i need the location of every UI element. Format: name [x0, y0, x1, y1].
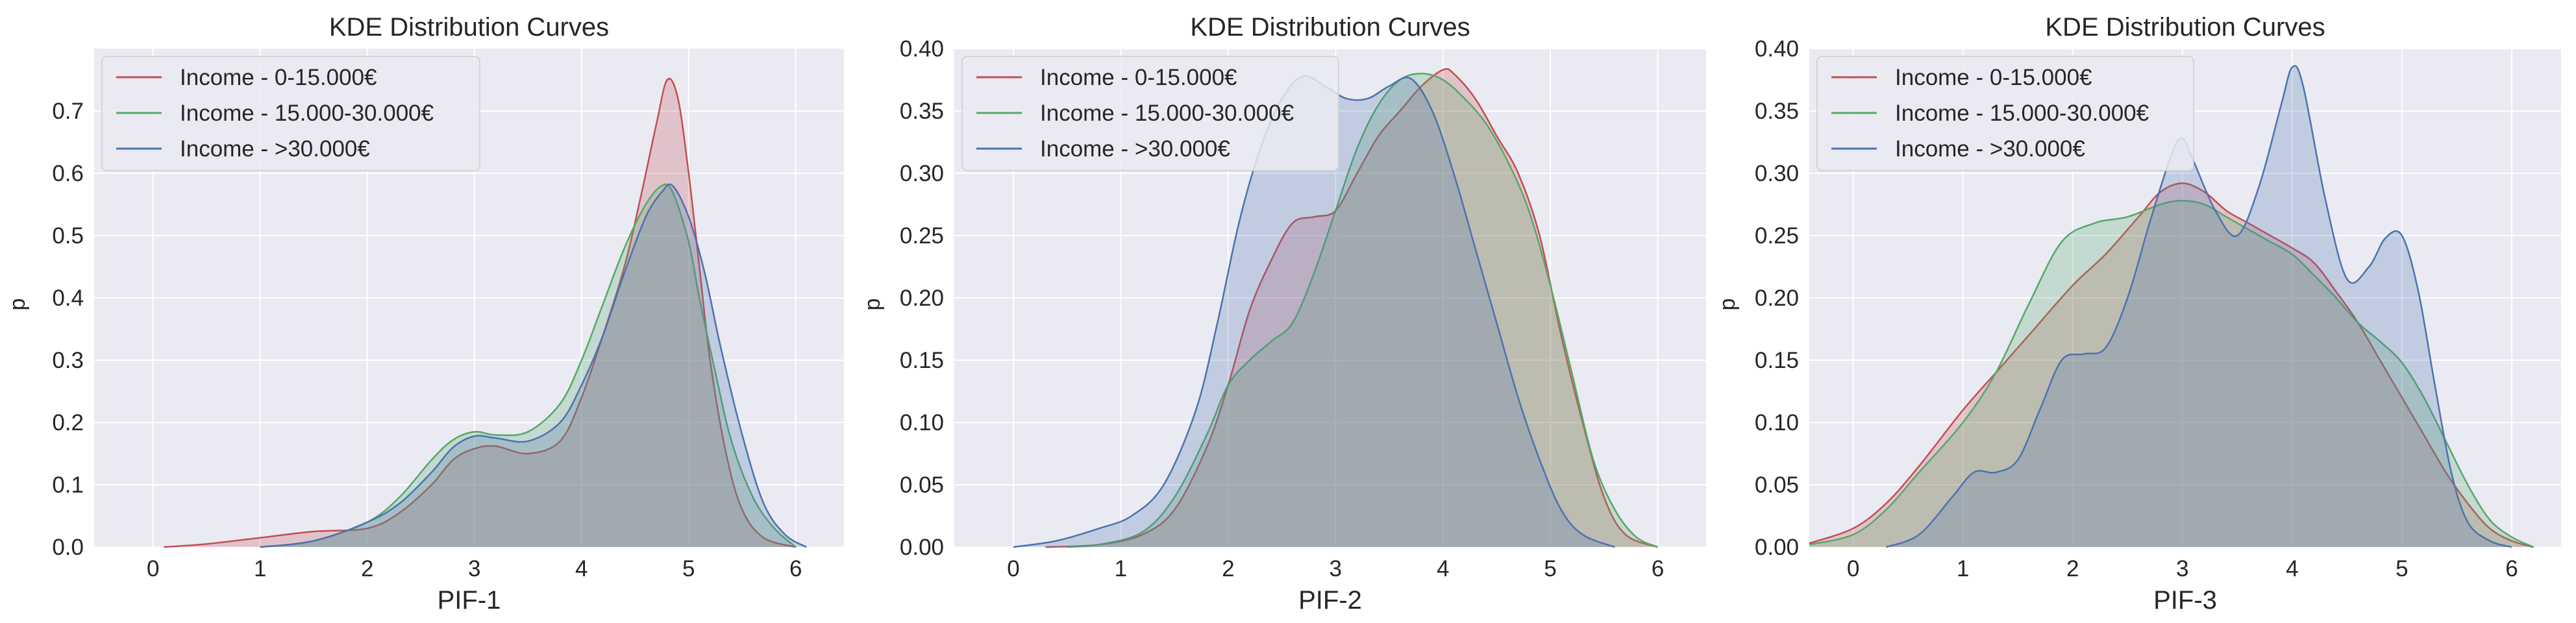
series-line-3 [260, 183, 807, 548]
x-axis-label: PIF-3 [2153, 586, 2217, 615]
series-line-1 [1045, 67, 1659, 548]
legend: Income - 0-15.000€ Income - 15.000-30.000… [101, 56, 480, 171]
y-tick-label: 0.35 [900, 99, 944, 124]
legend: Income - 0-15.000€ Income - 15.000-30.000… [961, 56, 1339, 171]
legend-label: Income - >30.000€ [1895, 136, 2085, 162]
x-axis-label: PIF-2 [1298, 586, 1362, 615]
legend-label: Income - 15.000-30.000€ [1040, 101, 1294, 126]
y-tick-label: 0.15 [1755, 348, 1799, 373]
chart-title: KDE Distribution Curves [329, 13, 609, 42]
y-tick-label: 0.15 [900, 348, 944, 373]
y-tick-label: 0.20 [900, 286, 944, 311]
x-tick-label: 2 [2066, 556, 2079, 581]
x-tick-label: 2 [361, 556, 373, 581]
chart-panel-3: 0 1 2 3 4 5 6 0.00 0.05 0.10 0.15 0.20 0.25 0.30 0.35 0… [1715, 13, 2561, 615]
legend-label: Income - 0-15.000€ [180, 65, 377, 90]
series-area-3 [1013, 75, 1615, 547]
x-tick-label: 0 [147, 556, 159, 581]
x-tick-label: 1 [1957, 556, 1969, 581]
y-tick-label: 0.00 [900, 535, 944, 560]
y-axis-label: p [1715, 299, 1740, 311]
y-tick-label: 0.25 [900, 223, 944, 249]
x-tick-label: 2 [1222, 556, 1234, 581]
x-tick-label: 3 [2176, 556, 2188, 581]
y-tick-label: 0.40 [1755, 36, 1799, 62]
series-line-2 [1067, 73, 1659, 548]
series-line-3 [1885, 65, 2512, 548]
x-tick-label: 5 [2396, 556, 2408, 581]
series-area-2 [1809, 201, 2534, 547]
series-area-1 [1809, 183, 2534, 547]
y-tick-label: 0.00 [1755, 535, 1799, 560]
legend-label: Income - 15.000-30.000€ [1895, 101, 2149, 126]
x-tick-label: 4 [2286, 556, 2298, 581]
y-tick-label: 0.30 [900, 161, 944, 186]
y-tick-label: 0.3 [52, 348, 84, 373]
legend-frame [101, 56, 480, 171]
y-tick-label: 0.0 [52, 535, 84, 560]
chart-title: KDE Distribution Curves [2045, 13, 2325, 42]
legend-label: Income - >30.000€ [1040, 136, 1230, 162]
legend-frame [1816, 56, 2194, 171]
x-tick-label: 6 [789, 556, 802, 581]
x-tick-label: 3 [468, 556, 480, 581]
y-tick-label: 0.1 [52, 472, 84, 498]
series-area-2 [260, 184, 796, 547]
y-tick-label: 0.20 [1755, 286, 1799, 311]
x-tick-label: 5 [682, 556, 695, 581]
legend-frame [961, 56, 1339, 171]
series-line-3 [1013, 75, 1615, 548]
y-tick-label: 0.5 [52, 223, 84, 249]
legend: Income - 0-15.000€ Income - 15.000-30.000… [1816, 56, 2194, 171]
y-tick-label: 0.30 [1755, 161, 1799, 186]
series-area-1 [164, 79, 796, 548]
y-tick-label: 0.6 [52, 161, 84, 186]
y-tick-label: 0.40 [900, 36, 944, 62]
y-tick-label: 0.4 [52, 286, 84, 311]
y-tick-label: 0.10 [1755, 410, 1799, 435]
x-tick-label: 4 [1437, 556, 1449, 581]
x-tick-label: 6 [1652, 556, 1664, 581]
y-tick-label: 0.05 [900, 472, 944, 498]
series-area-2 [1067, 73, 1658, 547]
series-area-3 [1886, 66, 2512, 547]
x-tick-label: 4 [575, 556, 588, 581]
y-tick-label: 0.05 [1755, 472, 1799, 498]
y-axis-label: p [5, 299, 30, 311]
y-tick-label: 0.25 [1755, 223, 1799, 249]
x-tick-label: 3 [1330, 556, 1342, 581]
series-area-1 [1045, 69, 1658, 548]
y-tick-label: 0.2 [52, 410, 84, 435]
x-tick-label: 0 [1847, 556, 1859, 581]
series-area-3 [260, 184, 807, 548]
x-tick-label: 5 [1544, 556, 1556, 581]
x-axis-label: PIF-1 [438, 586, 501, 615]
y-axis-label: p [860, 299, 885, 311]
chart-panel-2: 0 1 2 3 4 5 6 0.00 0.05 0.10 0.15 0.20 0.25 0.30 0.35 0… [860, 13, 1706, 615]
series-line-2 [1809, 199, 2534, 548]
series-line-1 [1809, 182, 2534, 548]
legend-label: Income - 0-15.000€ [1040, 65, 1237, 90]
x-tick-label: 1 [254, 556, 266, 581]
series-line-2 [260, 183, 797, 548]
legend-label: Income - 0-15.000€ [1895, 65, 2092, 90]
x-tick-label: 0 [1007, 556, 1019, 581]
chart-panel-1: 0 1 2 3 4 5 6 0.0 0.1 0.2 0.3 0.4 0.5 0.6 0.7 KDE Distr… [5, 13, 844, 615]
legend-label: Income - 15.000-30.000€ [180, 101, 434, 126]
y-tick-label: 0.10 [900, 410, 944, 435]
chart-title: KDE Distribution Curves [1190, 13, 1470, 42]
x-tick-label: 6 [2505, 556, 2518, 581]
legend-label: Income - >30.000€ [180, 136, 370, 162]
x-tick-label: 1 [1115, 556, 1127, 581]
y-tick-label: 0.35 [1755, 99, 1799, 124]
y-tick-label: 0.7 [52, 99, 84, 124]
